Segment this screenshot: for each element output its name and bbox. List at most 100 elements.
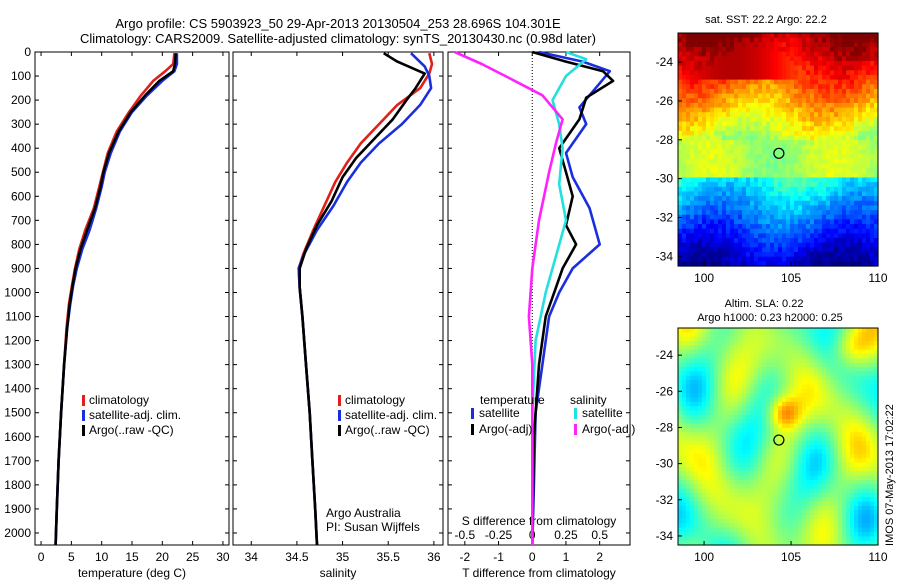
sst_map-cell	[718, 214, 723, 220]
sla_map-cell	[818, 375, 823, 381]
sla_map-cell	[738, 475, 743, 481]
sst_map-cell	[742, 172, 747, 179]
sst_map-cell	[838, 33, 843, 39]
sst_map-cell	[842, 252, 847, 258]
sla_map-cell	[846, 328, 851, 333]
sst_map-cell	[846, 65, 851, 71]
sla_map-cell	[846, 423, 851, 429]
sst_map-cell	[798, 168, 803, 174]
sla_map-cell	[850, 432, 855, 438]
sst_map-cell	[758, 168, 763, 174]
sla_map-cell	[726, 453, 731, 459]
sla_map-cell	[826, 384, 831, 390]
sla_map-cell	[742, 497, 747, 503]
sst_map-cell	[830, 168, 835, 174]
sst_map-cell	[838, 196, 843, 202]
sst_map-cell	[726, 112, 731, 118]
sst_map-cell	[754, 238, 759, 244]
sst_map-cell	[858, 102, 863, 109]
sla_map-cell	[730, 531, 735, 537]
sla_map-cell	[694, 358, 699, 364]
sst_map-cell	[786, 107, 791, 113]
temperature-axes-box	[34, 51, 230, 546]
sla_map-cell	[702, 367, 707, 372]
sla_map-cell	[726, 432, 731, 438]
sla_map-cell	[710, 492, 715, 498]
sla_map-cell	[686, 371, 691, 377]
sst_map-cell	[678, 261, 683, 267]
sla_map-cell	[726, 471, 731, 477]
sla_map-cell	[702, 497, 707, 503]
sla_map-cell	[714, 484, 719, 490]
sst_map-cell	[862, 74, 867, 81]
sla_map-cell	[802, 397, 807, 403]
sla_map-cell	[734, 488, 739, 494]
sla_map-cell	[690, 497, 695, 503]
sla_map-cell	[806, 531, 811, 537]
sst_map-cell	[874, 238, 879, 244]
sla_map-cell	[750, 332, 755, 338]
sst_map-cell	[822, 42, 827, 48]
sst_map-cell	[750, 46, 755, 53]
sst_map-cell	[806, 247, 811, 253]
sst_map-cell	[798, 140, 803, 146]
sst_map-cell	[862, 200, 867, 207]
sst_map-cell	[702, 196, 707, 202]
sst_map-cell	[802, 196, 807, 202]
sla_map-cell	[782, 523, 787, 529]
sst_map-cell	[818, 233, 823, 239]
sst_map-cell	[682, 140, 687, 146]
sst_map-cell	[866, 214, 871, 220]
sla_map-cell	[790, 358, 795, 364]
sla_map-cell	[682, 492, 687, 498]
sst_map-cell	[814, 168, 819, 174]
sla_map-cell	[822, 479, 827, 485]
sla_map-cell	[686, 449, 691, 455]
sla_map-cell	[750, 540, 755, 546]
sla_map-cell	[698, 505, 703, 511]
sst_map-cell	[826, 130, 831, 137]
sst_map-cell	[798, 224, 803, 230]
sst_map-cell	[718, 186, 723, 193]
sla_map-cell	[854, 393, 859, 399]
sla_map-cell	[718, 349, 723, 355]
sst_map-cell	[706, 168, 711, 174]
sst_map-cell	[738, 256, 743, 262]
sst_map-cell	[814, 256, 819, 262]
sla_map-cell	[742, 501, 747, 507]
sst_map-cell	[766, 37, 771, 43]
sst_map-cell	[770, 196, 775, 202]
sla_map-cell	[738, 484, 743, 490]
sst_map-cell	[834, 144, 839, 151]
sst_map-cell	[850, 33, 855, 39]
sla_map-cell	[698, 488, 703, 494]
sst_map-cell	[766, 135, 771, 141]
sst_map-cell	[710, 79, 715, 85]
sla_map-cell	[806, 510, 811, 516]
sla_map-cell	[730, 436, 735, 442]
sst_map-cell	[758, 84, 763, 90]
sla_map-cell	[678, 345, 683, 351]
sla_map-cell	[734, 436, 739, 442]
sla_map-cell	[838, 349, 843, 355]
sst_map-cell	[790, 224, 795, 230]
sst_map-cell	[750, 205, 755, 211]
sla_map-cell	[750, 419, 755, 425]
sst_map-cell	[854, 116, 859, 123]
sst_map-cell	[770, 233, 775, 239]
sst_map-cell	[854, 112, 859, 118]
sst_map-cell	[694, 116, 699, 123]
sst_map-cell	[798, 214, 803, 220]
sla_map-cell	[794, 414, 799, 420]
sst_map-cell	[838, 252, 843, 258]
sst_map-cell	[722, 56, 727, 62]
sst_map-cell	[862, 79, 867, 85]
sst_map-cell	[710, 224, 715, 230]
sla_map-cell	[742, 397, 747, 403]
sst_map-cell	[714, 140, 719, 146]
sst_map-cell	[802, 172, 807, 179]
sst_map-cell	[726, 154, 731, 160]
sst_map-cell	[822, 37, 827, 43]
sst_map-cell	[834, 33, 839, 39]
sst_map-cell	[822, 121, 827, 127]
